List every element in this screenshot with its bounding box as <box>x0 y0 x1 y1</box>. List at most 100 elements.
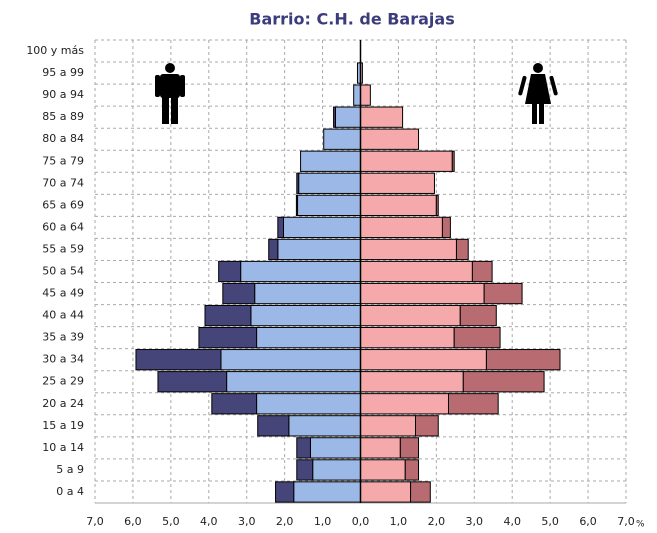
bar <box>453 327 501 349</box>
bar <box>435 194 439 216</box>
bar <box>256 327 361 349</box>
bar <box>360 327 455 349</box>
category-label: 55 a 59 <box>42 242 84 255</box>
x-tick-label: 6,0 <box>124 515 142 528</box>
bar <box>296 437 311 459</box>
bar <box>360 150 453 172</box>
category-label: 70 a 74 <box>42 176 84 189</box>
female-icon <box>518 63 558 124</box>
bar <box>360 194 437 216</box>
x-tick-label: 2,0 <box>428 515 446 528</box>
bars <box>135 40 561 503</box>
bar <box>404 459 420 481</box>
x-tick-label: 5,0 <box>541 515 559 528</box>
bar <box>323 128 362 150</box>
chart-title: Barrio: C.H. de Barajas <box>249 10 454 29</box>
bar <box>441 216 451 239</box>
category-label: 0 a 4 <box>56 485 84 498</box>
category-label: 65 a 69 <box>42 198 84 211</box>
bar <box>288 415 361 437</box>
category-label: 40 a 44 <box>42 309 84 322</box>
bar <box>334 106 361 128</box>
bar <box>283 216 362 239</box>
bar <box>333 106 336 128</box>
x-tick-label: 5,0 <box>162 515 180 528</box>
bar <box>451 150 455 172</box>
bar <box>250 304 361 327</box>
category-label: 10 a 14 <box>42 441 84 454</box>
x-tick-label: 7,0 <box>617 515 635 528</box>
bar <box>360 437 401 459</box>
bar <box>222 282 256 305</box>
bar <box>312 459 361 481</box>
bar <box>360 282 485 305</box>
bar <box>360 128 420 150</box>
bar <box>462 371 545 393</box>
x-unit: % <box>636 520 645 530</box>
bar <box>268 238 279 261</box>
bar <box>277 216 285 239</box>
bar <box>360 172 435 194</box>
bar <box>353 84 361 106</box>
bar <box>254 282 362 305</box>
category-label: 60 a 64 <box>42 220 84 233</box>
x-tick-label: 0,0 <box>352 515 370 528</box>
labels: 7,0 6,0 5,0 4,0 3,0 2,0 1,0 0,0 1,0 2,0 3,0 4,0 5,0 6… <box>26 44 645 529</box>
bar <box>459 304 497 327</box>
bar <box>275 481 295 503</box>
category-label: 15 a 19 <box>42 419 84 432</box>
bar <box>298 172 361 194</box>
bar <box>198 327 258 349</box>
bar <box>455 238 469 261</box>
bar <box>399 437 420 459</box>
bar <box>226 371 361 393</box>
x-tick-label: 6,0 <box>579 515 597 528</box>
category-label: 30 a 34 <box>42 353 84 366</box>
bar <box>257 415 290 437</box>
category-label: 80 a 84 <box>42 132 84 145</box>
bar <box>297 194 362 216</box>
bar <box>220 349 361 371</box>
x-tick-label: 1,0 <box>314 515 332 528</box>
bar <box>360 84 371 106</box>
x-tick-label: 4,0 <box>503 515 521 528</box>
category-label: 90 a 94 <box>42 88 84 101</box>
bar <box>360 216 443 239</box>
bar <box>360 106 404 128</box>
bar <box>296 459 314 481</box>
bar <box>360 459 406 481</box>
bar <box>410 481 431 503</box>
category-label: 75 a 79 <box>42 154 84 167</box>
male-icon <box>155 63 185 124</box>
bar <box>300 150 361 172</box>
x-tick-label: 3,0 <box>238 515 256 528</box>
bar <box>483 282 523 305</box>
bar <box>240 260 362 283</box>
bar <box>360 415 416 437</box>
bar <box>360 349 487 371</box>
bar <box>277 238 361 261</box>
bar <box>309 437 362 459</box>
bar <box>360 393 449 415</box>
x-tick-label: 2,0 <box>276 515 294 528</box>
category-label: 20 a 24 <box>42 397 84 410</box>
x-tick-label: 3,0 <box>466 515 484 528</box>
category-label: 25 a 29 <box>42 375 84 388</box>
bar <box>211 393 258 415</box>
bar <box>360 481 412 503</box>
bar <box>218 260 242 283</box>
x-tick-label: 4,0 <box>200 515 218 528</box>
category-label: 95 a 99 <box>42 66 84 79</box>
category-label: 85 a 89 <box>42 110 84 123</box>
bar <box>360 304 461 327</box>
bar <box>204 304 252 327</box>
bar <box>293 481 362 503</box>
bar <box>157 371 228 393</box>
bar <box>360 260 473 283</box>
category-label: 50 a 54 <box>42 265 84 278</box>
bar <box>295 194 299 216</box>
bar <box>360 238 457 261</box>
bar <box>471 260 493 283</box>
x-tick-label: 1,0 <box>390 515 408 528</box>
